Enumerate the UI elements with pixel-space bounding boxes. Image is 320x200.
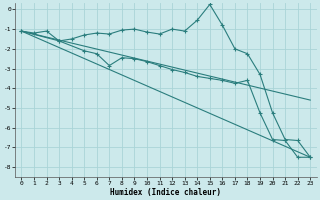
X-axis label: Humidex (Indice chaleur): Humidex (Indice chaleur): [110, 188, 221, 197]
